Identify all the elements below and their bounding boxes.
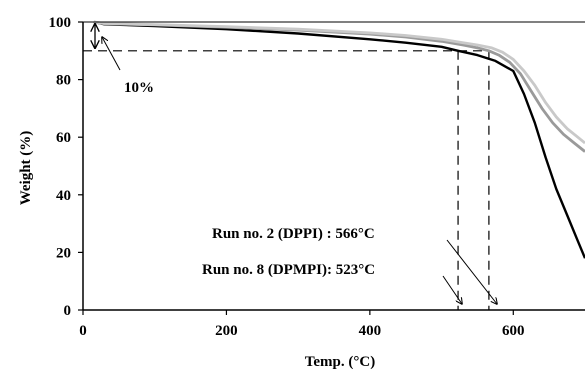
x-tick-label-0: 0	[79, 323, 87, 339]
y-tick-label-60: 60	[56, 130, 71, 146]
x-tick-label-200: 200	[215, 323, 238, 339]
x-axis-title: Temp. (°C)	[305, 354, 375, 370]
y-tick-label-0: 0	[64, 303, 72, 319]
run2-annotation: Run no. 2 (DPPI) : 566°C	[212, 226, 375, 242]
ten-percent-label: 10%	[124, 80, 154, 96]
run8-arrow	[442, 275, 462, 304]
ten-percent-pointer-arrow	[102, 37, 121, 71]
y-tick-label-40: 40	[56, 188, 71, 204]
x-tick-label-400: 400	[359, 323, 382, 339]
series-line-2	[93, 20, 585, 145]
tick-layer: 0 20 40 60 80 100 0 200 400 600	[49, 15, 525, 339]
run8-annotation: Run no. 8 (DPMPI): 523°C	[202, 262, 375, 278]
y-tick-label-20: 20	[56, 245, 71, 261]
run2-arrow	[446, 239, 497, 304]
series-line-0	[93, 20, 585, 259]
y-axis-title: Weight (%)	[18, 131, 34, 206]
series-line-1	[93, 20, 585, 153]
x-tick-label-600: 600	[502, 323, 525, 339]
series-layer	[93, 20, 585, 259]
y-tick-label-80: 80	[56, 73, 71, 89]
reference-lines	[83, 50, 490, 310]
y-tick-label-100: 100	[49, 15, 72, 31]
